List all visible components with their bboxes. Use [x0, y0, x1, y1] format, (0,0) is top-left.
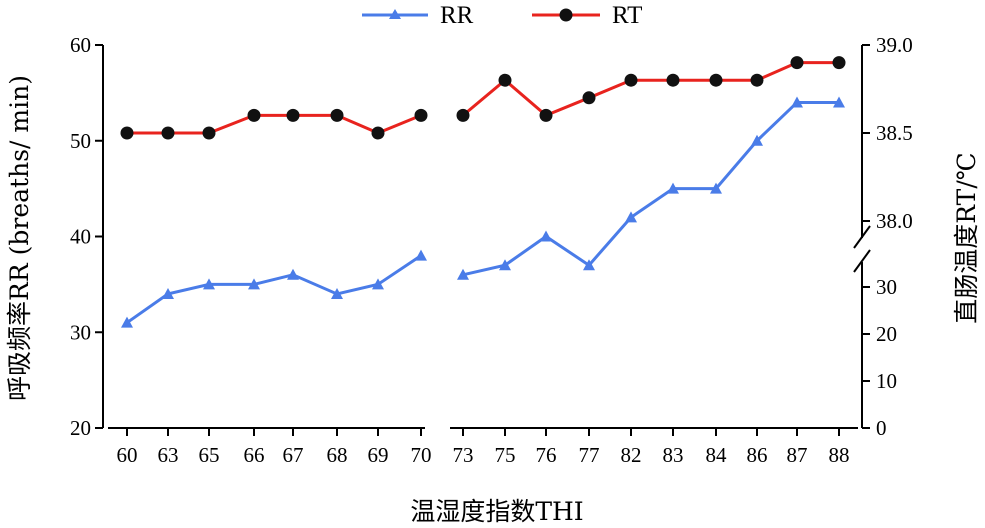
- left-tick-label: 60: [70, 33, 91, 57]
- data-point-rr: [121, 316, 133, 328]
- series-rt: [120, 56, 846, 140]
- data-point-rt: [414, 108, 428, 122]
- legend-rt-marker: [559, 8, 573, 22]
- right-axis-break-mark: [853, 249, 871, 273]
- data-point-rr: [710, 182, 722, 194]
- x-tick-label: 73: [453, 443, 474, 467]
- data-point-rt: [120, 126, 134, 140]
- data-point-rt: [456, 108, 470, 122]
- right-tick-label: 38.5: [876, 121, 913, 145]
- data-point-rr: [203, 278, 215, 290]
- data-point-rt: [666, 73, 680, 87]
- x-tick-label: 60: [117, 443, 138, 467]
- data-point-rt: [498, 73, 512, 87]
- series-rr: [121, 96, 845, 328]
- data-point-rt: [371, 126, 385, 140]
- data-point-rt: [709, 73, 723, 87]
- data-point-rr: [583, 259, 595, 271]
- right-tick-label: 0: [876, 416, 887, 440]
- x-axis-title: 温湿度指数THI: [410, 497, 583, 526]
- x-tick-label: 66: [244, 443, 265, 467]
- data-point-rr: [791, 96, 803, 108]
- x-tick-label: 77: [579, 443, 600, 467]
- right-tick-label: 30: [876, 275, 897, 299]
- right-axis-title: 直肠温度RT/℃: [952, 152, 981, 323]
- x-tick-label: 65: [199, 443, 220, 467]
- right-tick-label: 20: [876, 322, 897, 346]
- x-tick-label: 67: [283, 443, 304, 467]
- x-tick-label: 84: [706, 443, 728, 467]
- left-tick-label: 50: [70, 129, 91, 153]
- x-tick-label: 70: [411, 443, 432, 467]
- data-point-rt: [202, 126, 216, 140]
- data-point-rt: [790, 56, 804, 70]
- data-point-rr: [667, 182, 679, 194]
- x-tick-label: 88: [829, 443, 850, 467]
- right-tick-label: 39.0: [876, 33, 913, 57]
- series-rt-line: [462, 61, 839, 118]
- data-point-rr: [833, 96, 845, 108]
- data-point-rt: [832, 56, 846, 70]
- data-point-rr: [287, 268, 299, 280]
- data-point-rr: [248, 278, 260, 290]
- legend-rt-label: RT: [612, 2, 642, 29]
- left-tick-label: 40: [70, 225, 91, 249]
- right-tick-label: 38.0: [876, 209, 913, 233]
- left-axis-title: 呼吸频率RR (breaths/ min): [5, 75, 34, 401]
- left-tick-label: 30: [70, 320, 91, 344]
- x-tick-label: 86: [747, 443, 768, 467]
- data-point-rr: [499, 259, 511, 271]
- x-tick-label: 68: [327, 443, 348, 467]
- axes: 20 30 40 50 60 60 63 65 66 67 68 69 70 73 75 76 77 82 83 84…: [70, 33, 913, 467]
- series-rt-line: [127, 113, 422, 135]
- legend-rr-marker: [389, 9, 401, 19]
- data-point-rr: [331, 287, 343, 299]
- legend: RR RT: [362, 2, 642, 29]
- data-point-rr: [162, 287, 174, 299]
- left-tick-label: 20: [70, 416, 91, 440]
- x-tick-label: 83: [663, 443, 684, 467]
- x-tick-label: 82: [621, 443, 642, 467]
- legend-rr-label: RR: [440, 2, 474, 29]
- series-rr-line: [462, 100, 839, 277]
- data-point-rr: [457, 268, 469, 280]
- data-point-rt: [582, 91, 596, 105]
- data-point-rr: [625, 211, 637, 223]
- x-tick-label: 75: [495, 443, 516, 467]
- data-point-rt: [750, 73, 764, 87]
- right-tick-label: 10: [876, 369, 897, 393]
- series-rr-line: [126, 254, 422, 324]
- data-point-rr: [751, 134, 763, 146]
- data-point-rr: [372, 278, 384, 290]
- x-tick-label: 87: [787, 443, 808, 467]
- x-tick-label: 76: [536, 443, 557, 467]
- data-point-rt: [247, 108, 261, 122]
- data-point-rt: [330, 108, 344, 122]
- right-axis-break-mark: [853, 225, 871, 249]
- x-tick-label: 63: [158, 443, 179, 467]
- data-point-rt: [539, 108, 553, 122]
- x-tick-label: 69: [368, 443, 389, 467]
- data-point-rt: [624, 73, 638, 87]
- data-point-rr: [415, 249, 427, 261]
- data-point-rt: [286, 108, 300, 122]
- data-point-rr: [540, 230, 552, 242]
- data-point-rt: [161, 126, 175, 140]
